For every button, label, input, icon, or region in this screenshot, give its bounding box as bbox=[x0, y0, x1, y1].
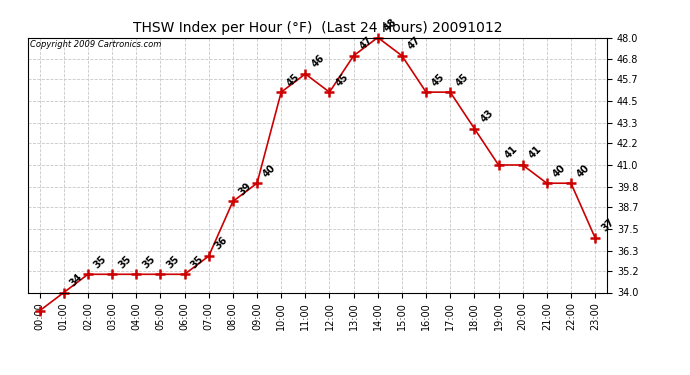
Text: 35: 35 bbox=[189, 254, 206, 270]
Text: 45: 45 bbox=[334, 71, 351, 88]
Text: 41: 41 bbox=[503, 144, 520, 161]
Text: 43: 43 bbox=[479, 108, 495, 124]
Text: 35: 35 bbox=[141, 254, 157, 270]
Text: 40: 40 bbox=[551, 162, 568, 179]
Text: 46: 46 bbox=[310, 53, 326, 70]
Text: 35: 35 bbox=[92, 254, 109, 270]
Text: 45: 45 bbox=[431, 71, 447, 88]
Text: 40: 40 bbox=[262, 162, 278, 179]
Text: 47: 47 bbox=[358, 35, 375, 51]
Text: Copyright 2009 Cartronics.com: Copyright 2009 Cartronics.com bbox=[30, 40, 162, 49]
Text: 41: 41 bbox=[527, 144, 544, 161]
Text: 33: 33 bbox=[0, 374, 1, 375]
Text: 47: 47 bbox=[406, 35, 423, 51]
Text: 37: 37 bbox=[600, 217, 616, 234]
Text: 39: 39 bbox=[237, 181, 254, 197]
Text: 45: 45 bbox=[455, 71, 471, 88]
Text: 35: 35 bbox=[117, 254, 133, 270]
Title: THSW Index per Hour (°F)  (Last 24 Hours) 20091012: THSW Index per Hour (°F) (Last 24 Hours)… bbox=[132, 21, 502, 35]
Text: 35: 35 bbox=[165, 254, 181, 270]
Text: 36: 36 bbox=[213, 235, 230, 252]
Text: 40: 40 bbox=[575, 162, 592, 179]
Text: 34: 34 bbox=[68, 272, 85, 288]
Text: 48: 48 bbox=[382, 16, 399, 33]
Text: 45: 45 bbox=[286, 71, 302, 88]
